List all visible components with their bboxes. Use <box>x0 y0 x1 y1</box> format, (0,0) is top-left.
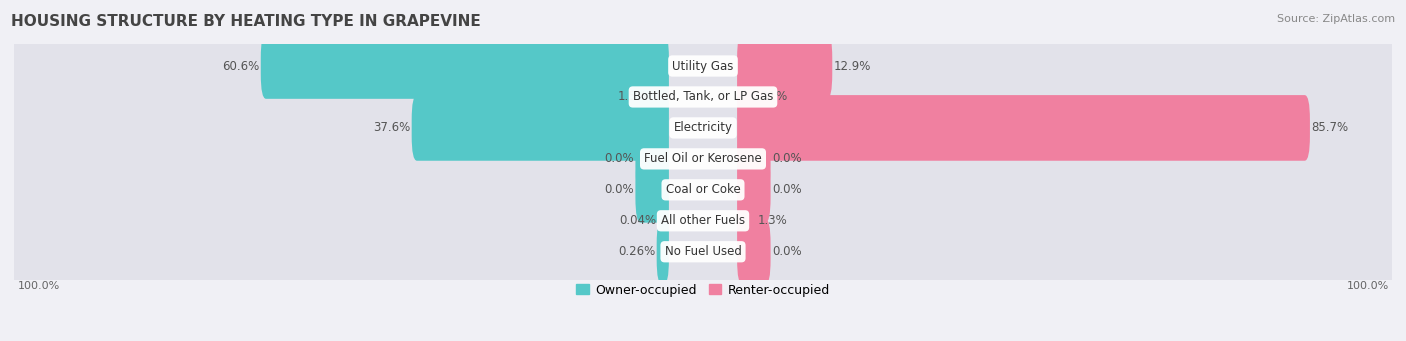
Text: 0.0%: 0.0% <box>772 183 801 196</box>
Text: 85.7%: 85.7% <box>1312 121 1348 134</box>
FancyBboxPatch shape <box>737 157 770 223</box>
Text: No Fuel Used: No Fuel Used <box>665 245 741 258</box>
Text: 1.5%: 1.5% <box>617 90 647 103</box>
Text: 100.0%: 100.0% <box>17 281 59 291</box>
Text: Electricity: Electricity <box>673 121 733 134</box>
FancyBboxPatch shape <box>658 188 669 254</box>
FancyBboxPatch shape <box>7 162 1399 280</box>
Text: Utility Gas: Utility Gas <box>672 59 734 73</box>
FancyBboxPatch shape <box>412 95 669 161</box>
FancyBboxPatch shape <box>7 131 1399 249</box>
FancyBboxPatch shape <box>657 219 669 285</box>
FancyBboxPatch shape <box>737 219 770 285</box>
FancyBboxPatch shape <box>737 33 832 99</box>
Text: 0.0%: 0.0% <box>605 152 634 165</box>
Text: HOUSING STRUCTURE BY HEATING TYPE IN GRAPEVINE: HOUSING STRUCTURE BY HEATING TYPE IN GRA… <box>11 14 481 29</box>
FancyBboxPatch shape <box>737 126 770 192</box>
FancyBboxPatch shape <box>7 100 1399 218</box>
FancyBboxPatch shape <box>7 7 1399 125</box>
Text: 1.3%: 1.3% <box>758 214 787 227</box>
FancyBboxPatch shape <box>7 193 1399 311</box>
Text: 0.21%: 0.21% <box>751 90 787 103</box>
FancyBboxPatch shape <box>7 38 1399 156</box>
Text: 0.26%: 0.26% <box>619 245 655 258</box>
Text: 0.0%: 0.0% <box>772 152 801 165</box>
Text: Bottled, Tank, or LP Gas: Bottled, Tank, or LP Gas <box>633 90 773 103</box>
Text: 100.0%: 100.0% <box>1347 281 1389 291</box>
FancyBboxPatch shape <box>7 69 1399 187</box>
FancyBboxPatch shape <box>636 157 669 223</box>
Text: 60.6%: 60.6% <box>222 59 260 73</box>
Text: 0.0%: 0.0% <box>605 183 634 196</box>
Text: 0.04%: 0.04% <box>620 214 657 227</box>
Text: 12.9%: 12.9% <box>834 59 870 73</box>
FancyBboxPatch shape <box>648 64 669 130</box>
Text: Coal or Coke: Coal or Coke <box>665 183 741 196</box>
Text: 37.6%: 37.6% <box>373 121 411 134</box>
Text: Source: ZipAtlas.com: Source: ZipAtlas.com <box>1277 14 1395 24</box>
Legend: Owner-occupied, Renter-occupied: Owner-occupied, Renter-occupied <box>571 279 835 301</box>
FancyBboxPatch shape <box>737 64 749 130</box>
FancyBboxPatch shape <box>636 126 669 192</box>
Text: Fuel Oil or Kerosene: Fuel Oil or Kerosene <box>644 152 762 165</box>
FancyBboxPatch shape <box>737 188 756 254</box>
Text: All other Fuels: All other Fuels <box>661 214 745 227</box>
FancyBboxPatch shape <box>260 33 669 99</box>
FancyBboxPatch shape <box>737 95 1310 161</box>
Text: 0.0%: 0.0% <box>772 245 801 258</box>
